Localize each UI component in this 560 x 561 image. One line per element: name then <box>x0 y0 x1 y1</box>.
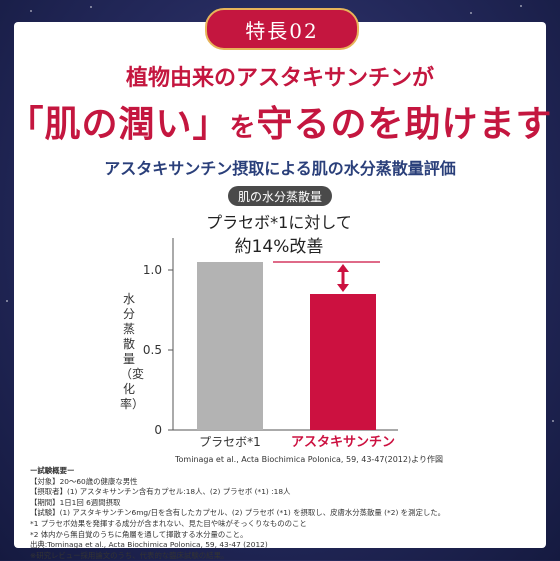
y-tick-label: 0 <box>154 423 162 437</box>
arrow-head-down <box>337 284 349 292</box>
chart-subtitle: アスタキサンチン摂取による肌の水分蒸散量評価 <box>104 159 456 178</box>
y-tick-label: 1.0 <box>143 263 162 277</box>
annotation-line1: プラセボ*1に対して <box>206 213 352 232</box>
study-notes: ー試験概要ー 【対象】20～60歳の健康な男性 【摂取者】(1) アスタキサンチ… <box>30 466 535 561</box>
headline-bracket: 「肌の潤い」 <box>7 104 230 145</box>
note-line: 【期間】1日1回 6週間摂取 <box>30 497 121 507</box>
content-card <box>14 22 546 548</box>
headline-line1: 植物由来のアスタキサンチンが <box>125 66 434 91</box>
note-line: 【摂取者】(1) アスタキサンチン含有カプセル:18人、(2) プラセボ (*1… <box>30 487 291 497</box>
y-tick-label: 0.5 <box>143 343 162 357</box>
feature-badge: 特長02 <box>205 8 359 50</box>
note-line: ※研究レビュー採用論文のうち、代表的な臨床試験の結果。 <box>30 550 229 560</box>
bar-0 <box>197 262 263 430</box>
headline-particle: を <box>229 113 257 143</box>
citation: Tominaga et al., Acta Biochimica Polonic… <box>175 455 443 464</box>
note-line: 【対象】20～60歳の健康な男性 <box>30 476 138 486</box>
note-line: 【試験】(1) アスタキサンチン6mg/日を含有したカプセル、(2) プラセボ … <box>30 508 446 518</box>
headline-line2: 「肌の潤い」を守るのを助けます <box>0 95 560 147</box>
note-line: 出典:Tominaga et al., Acta Biochimica Polo… <box>30 540 268 550</box>
y-axis-label: 水分蒸散量（変化率） <box>120 292 145 411</box>
note-line: *1 プラセボ効果を発揮する成分が含まれない、見た目や味がそっくりなもののこと <box>30 518 307 528</box>
x-tick-label: アスタキサンチン <box>291 435 395 450</box>
notes-title: ー試験概要ー <box>30 466 75 475</box>
arrow-head-up <box>337 264 349 272</box>
metric-pill: 肌の水分蒸散量 <box>228 186 332 206</box>
x-tick-label: プラセボ*1 <box>199 435 261 449</box>
bar-1 <box>310 294 376 430</box>
headline-rest: 守るのを助けます <box>256 104 553 145</box>
annotation-line2: 約14%改善 <box>235 237 324 257</box>
note-line: *2 体内から無自覚のうちに角層を通して揮散する水分量のこと。 <box>30 529 248 539</box>
